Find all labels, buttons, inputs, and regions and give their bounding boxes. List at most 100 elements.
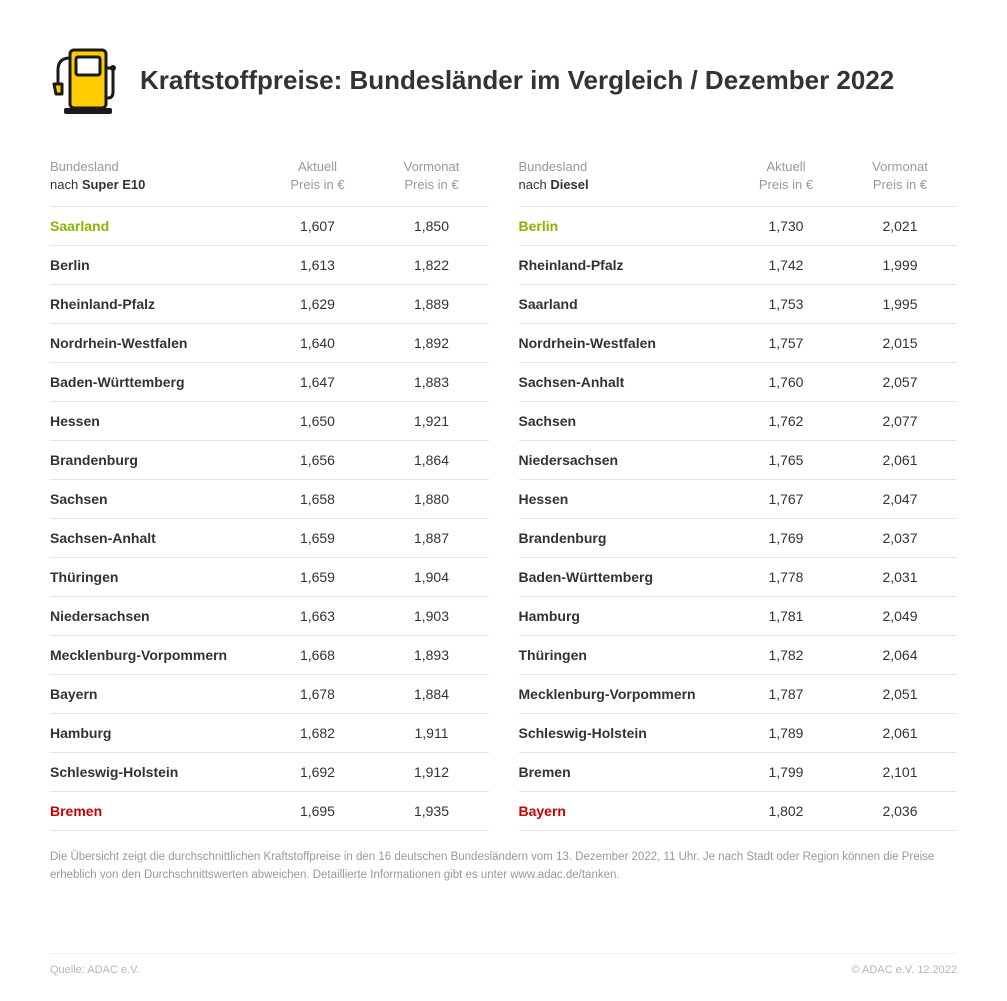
cell-current: 1,682 [260,714,374,753]
cell-state: Nordrhein-Westfalen [519,324,729,363]
cell-current: 1,678 [260,675,374,714]
cell-previous: 2,061 [843,441,957,480]
table-row: Berlin1,6131,822 [50,246,489,285]
cell-current: 1,640 [260,324,374,363]
table-row: Baden-Württemberg1,6471,883 [50,363,489,402]
cell-current: 1,787 [729,675,843,714]
cell-state: Schleswig-Holstein [50,753,260,792]
cell-previous: 2,061 [843,714,957,753]
table-row: Schleswig-Holstein1,6921,912 [50,753,489,792]
cell-previous: 1,889 [374,285,488,324]
table-row: Schleswig-Holstein1,7892,061 [519,714,958,753]
footnote: Die Übersicht zeigt die durchschnittlich… [50,849,957,884]
cell-previous: 1,904 [374,558,488,597]
cell-previous: 1,822 [374,246,488,285]
cell-current: 1,650 [260,402,374,441]
cell-previous: 2,021 [843,207,957,246]
table-row: Bayern1,8022,036 [519,792,958,831]
cell-current: 1,730 [729,207,843,246]
cell-previous: 2,015 [843,324,957,363]
cell-current: 1,629 [260,285,374,324]
cell-previous: 1,903 [374,597,488,636]
table-row: Bremen1,6951,935 [50,792,489,831]
cell-state: Sachsen [50,480,260,519]
cell-state: Rheinland-Pfalz [519,246,729,285]
page-title: Kraftstoffpreise: Bundesländer im Vergle… [140,65,894,96]
cell-current: 1,742 [729,246,843,285]
cell-state: Mecklenburg-Vorpommern [50,636,260,675]
cell-previous: 1,995 [843,285,957,324]
cell-current: 1,782 [729,636,843,675]
cell-previous: 1,892 [374,324,488,363]
cell-state: Bremen [519,753,729,792]
footer: Quelle: ADAC e.V. © ADAC e.V. 12.2022 [50,953,957,976]
cell-state: Baden-Württemberg [50,363,260,402]
table-row: Hamburg1,6821,911 [50,714,489,753]
cell-current: 1,802 [729,792,843,831]
col-header-previous: Vormonat Preis in € [374,150,488,207]
cell-state: Rheinland-Pfalz [50,285,260,324]
table-row: Thüringen1,6591,904 [50,558,489,597]
cell-state: Hessen [50,402,260,441]
fuel-pump-icon [50,40,120,120]
cell-current: 1,659 [260,519,374,558]
table-row: Saarland1,6071,850 [50,207,489,246]
cell-previous: 1,864 [374,441,488,480]
col-header-state: Bundesland nach Super E10 [50,150,260,207]
table-row: Baden-Württemberg1,7782,031 [519,558,958,597]
table-row: Bremen1,7992,101 [519,753,958,792]
cell-state: Brandenburg [50,441,260,480]
cell-current: 1,656 [260,441,374,480]
cell-state: Saarland [519,285,729,324]
cell-current: 1,760 [729,363,843,402]
table-row: Bayern1,6781,884 [50,675,489,714]
cell-current: 1,762 [729,402,843,441]
cell-state: Bremen [50,792,260,831]
cell-state: Sachsen [519,402,729,441]
cell-state: Sachsen-Anhalt [519,363,729,402]
cell-previous: 2,049 [843,597,957,636]
table-row: Nordrhein-Westfalen1,6401,892 [50,324,489,363]
table-row: Sachsen1,6581,880 [50,480,489,519]
table-row: Thüringen1,7822,064 [519,636,958,675]
table-row: Rheinland-Pfalz1,7421,999 [519,246,958,285]
cell-state: Brandenburg [519,519,729,558]
cell-state: Niedersachsen [50,597,260,636]
cell-state: Bayern [50,675,260,714]
cell-current: 1,613 [260,246,374,285]
cell-state: Thüringen [519,636,729,675]
cell-previous: 2,077 [843,402,957,441]
cell-previous: 1,911 [374,714,488,753]
tables-container: Bundesland nach Super E10 Aktuell Preis … [50,150,957,831]
col-header-previous: Vormonat Preis in € [843,150,957,207]
table-row: Hessen1,7672,047 [519,480,958,519]
col-header-current: Aktuell Preis in € [260,150,374,207]
cell-previous: 1,935 [374,792,488,831]
cell-current: 1,753 [729,285,843,324]
cell-previous: 2,051 [843,675,957,714]
cell-previous: 1,887 [374,519,488,558]
cell-state: Thüringen [50,558,260,597]
table-row: Sachsen-Anhalt1,7602,057 [519,363,958,402]
cell-current: 1,778 [729,558,843,597]
cell-state: Berlin [519,207,729,246]
table-body-right: Berlin1,7302,021Rheinland-Pfalz1,7421,99… [519,207,958,831]
cell-state: Hamburg [50,714,260,753]
cell-previous: 1,850 [374,207,488,246]
cell-state: Niedersachsen [519,441,729,480]
cell-current: 1,668 [260,636,374,675]
table-row: Nordrhein-Westfalen1,7572,015 [519,324,958,363]
table-row: Mecklenburg-Vorpommern1,7872,051 [519,675,958,714]
cell-current: 1,799 [729,753,843,792]
header: Kraftstoffpreise: Bundesländer im Vergle… [50,40,957,120]
cell-state: Saarland [50,207,260,246]
table-row: Rheinland-Pfalz1,6291,889 [50,285,489,324]
cell-previous: 2,057 [843,363,957,402]
cell-state: Hessen [519,480,729,519]
table-row: Berlin1,7302,021 [519,207,958,246]
cell-current: 1,692 [260,753,374,792]
cell-current: 1,769 [729,519,843,558]
table-body-left: Saarland1,6071,850Berlin1,6131,822Rheinl… [50,207,489,831]
table-super-e10: Bundesland nach Super E10 Aktuell Preis … [50,150,489,831]
cell-previous: 2,037 [843,519,957,558]
